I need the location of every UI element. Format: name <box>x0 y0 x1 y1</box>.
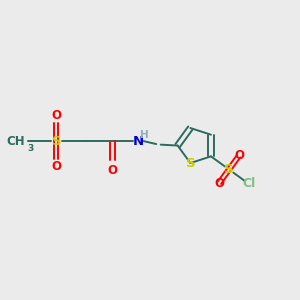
Text: O: O <box>51 109 62 122</box>
Text: O: O <box>214 177 224 190</box>
Text: O: O <box>108 164 118 177</box>
Text: S: S <box>52 135 61 148</box>
Text: S: S <box>186 157 195 169</box>
Text: Cl: Cl <box>242 177 255 190</box>
Text: S: S <box>224 163 234 176</box>
Text: CH: CH <box>7 135 25 148</box>
Text: O: O <box>234 149 244 162</box>
Text: O: O <box>51 160 62 173</box>
Text: N: N <box>133 135 144 148</box>
Text: H: H <box>140 130 149 140</box>
Text: 3: 3 <box>28 144 34 153</box>
